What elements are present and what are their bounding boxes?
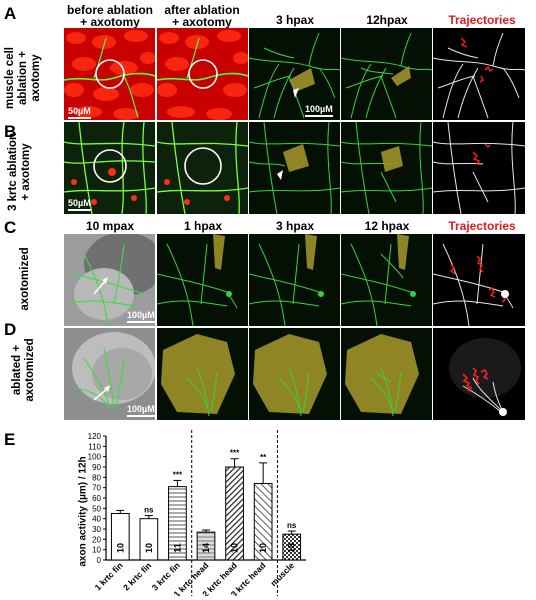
y-tick-label: 90 xyxy=(92,463,101,472)
row-label-a-line2: ablation + xyxy=(17,51,29,105)
row-label-d-line2: axotomized xyxy=(24,338,36,402)
y-tick-label: 0 xyxy=(97,556,102,565)
scale-bar-b-left: 50µM xyxy=(68,198,91,211)
col-header-trajectories-c: Trajectories xyxy=(448,219,516,233)
row-label-b: 3 krtc ablation + axotomy xyxy=(7,117,35,227)
panel-letter-e: E xyxy=(4,430,16,449)
image-b-after xyxy=(157,122,248,214)
y-tick-label: 10 xyxy=(92,546,101,555)
category-label: 2 krtc fin xyxy=(121,560,153,592)
y-tick-label: 120 xyxy=(88,432,102,441)
image-d-10mpax xyxy=(64,328,155,420)
panel-letter-a: A xyxy=(4,4,17,23)
row-label-b-line1: 3 krtc ablation xyxy=(7,133,19,211)
n-label: 10 xyxy=(230,543,240,553)
panel-letter-b: B xyxy=(4,122,17,141)
row-label-a: muscle cell ablation + axotomy xyxy=(4,28,44,128)
row-label-a-line1: muscle cell xyxy=(4,47,16,110)
y-tick-label: 40 xyxy=(92,515,101,524)
image-b-trajectories xyxy=(433,122,525,214)
scale-bar-a-left: 50µM xyxy=(68,106,91,119)
significance-label: ns xyxy=(287,521,297,530)
image-c-1hpax xyxy=(157,234,248,326)
category-label: 1 krtc fin xyxy=(93,560,125,592)
y-tick-label: 100 xyxy=(88,453,102,462)
image-b-3hpax xyxy=(249,122,340,214)
n-label: 11 xyxy=(172,543,182,553)
image-b-12hpax xyxy=(341,122,432,214)
image-d-3hpax xyxy=(249,328,340,420)
col-header-before: before ablation + axotomy xyxy=(64,4,156,28)
n-label: 10 xyxy=(258,543,268,553)
significance-label: ** xyxy=(260,453,267,462)
image-a-12hpax xyxy=(341,28,432,120)
significance-label: *** xyxy=(230,449,240,458)
n-label: 10 xyxy=(144,543,154,553)
image-a-before xyxy=(64,28,155,120)
image-c-trajectories xyxy=(433,234,525,326)
image-a-trajectories xyxy=(433,28,525,120)
y-tick-label: 20 xyxy=(92,535,101,544)
bar xyxy=(282,533,302,561)
y-tick-label: 80 xyxy=(92,473,101,482)
col-header-before-text: before ablation + axotomy xyxy=(66,3,153,29)
row-label-c: axotomized xyxy=(19,247,31,311)
image-c-3hpax xyxy=(249,234,340,326)
y-tick-label: 50 xyxy=(92,504,101,513)
image-a-after xyxy=(157,28,248,120)
y-tick-label: 60 xyxy=(92,494,101,503)
row-label-d: ablated + axotomized xyxy=(11,325,39,415)
significance-label: *** xyxy=(173,470,183,479)
col-header-after: after ablation + axotomy xyxy=(156,4,248,28)
bar xyxy=(139,518,159,561)
col-header-12hpax-c: 12 hpax xyxy=(364,219,410,233)
y-tick-label: 30 xyxy=(92,525,101,534)
n-label: 14 xyxy=(201,543,211,553)
col-header-after-text: after ablation + axotomy xyxy=(164,3,240,29)
significance-label: ns xyxy=(144,506,154,515)
col-header-3hpax-c: 3 hpax xyxy=(275,219,314,233)
panel-letter-c: C xyxy=(4,218,17,237)
n-label: 10 xyxy=(287,543,297,553)
image-d-trajectories xyxy=(433,328,525,420)
col-header-trajectories-a: Trajectories xyxy=(448,13,516,27)
category-label: muscle xyxy=(268,560,296,588)
row-label-b-line2: + axotomy xyxy=(20,143,32,201)
panel-letter-d: D xyxy=(4,320,17,339)
image-a-3hpax xyxy=(249,28,340,120)
y-tick-label: 110 xyxy=(88,442,101,451)
image-c-10mpax xyxy=(64,234,155,326)
image-d-12hpax xyxy=(341,328,432,420)
scale-bar-c-left: 100µM xyxy=(127,310,155,323)
row-label-d-line1: ablated + xyxy=(11,344,23,396)
scale-bar-a-mid: 100µM xyxy=(305,104,333,117)
col-header-10mpax: 10 mpax xyxy=(85,219,135,233)
image-d-1hpax xyxy=(157,328,248,420)
col-header-12hpax-a: 12hpax xyxy=(366,13,408,27)
col-header-3hpax-a: 3 hpax xyxy=(275,13,314,27)
image-b-before xyxy=(64,122,155,214)
col-header-1hpax: 1 hpax xyxy=(183,219,222,233)
scale-bar-d-left: 100µM xyxy=(127,404,155,417)
y-tick-label: 70 xyxy=(92,484,101,493)
row-label-a-line3: axotomy xyxy=(30,54,42,102)
n-label: 10 xyxy=(115,543,125,553)
image-c-12hpax xyxy=(341,234,432,326)
